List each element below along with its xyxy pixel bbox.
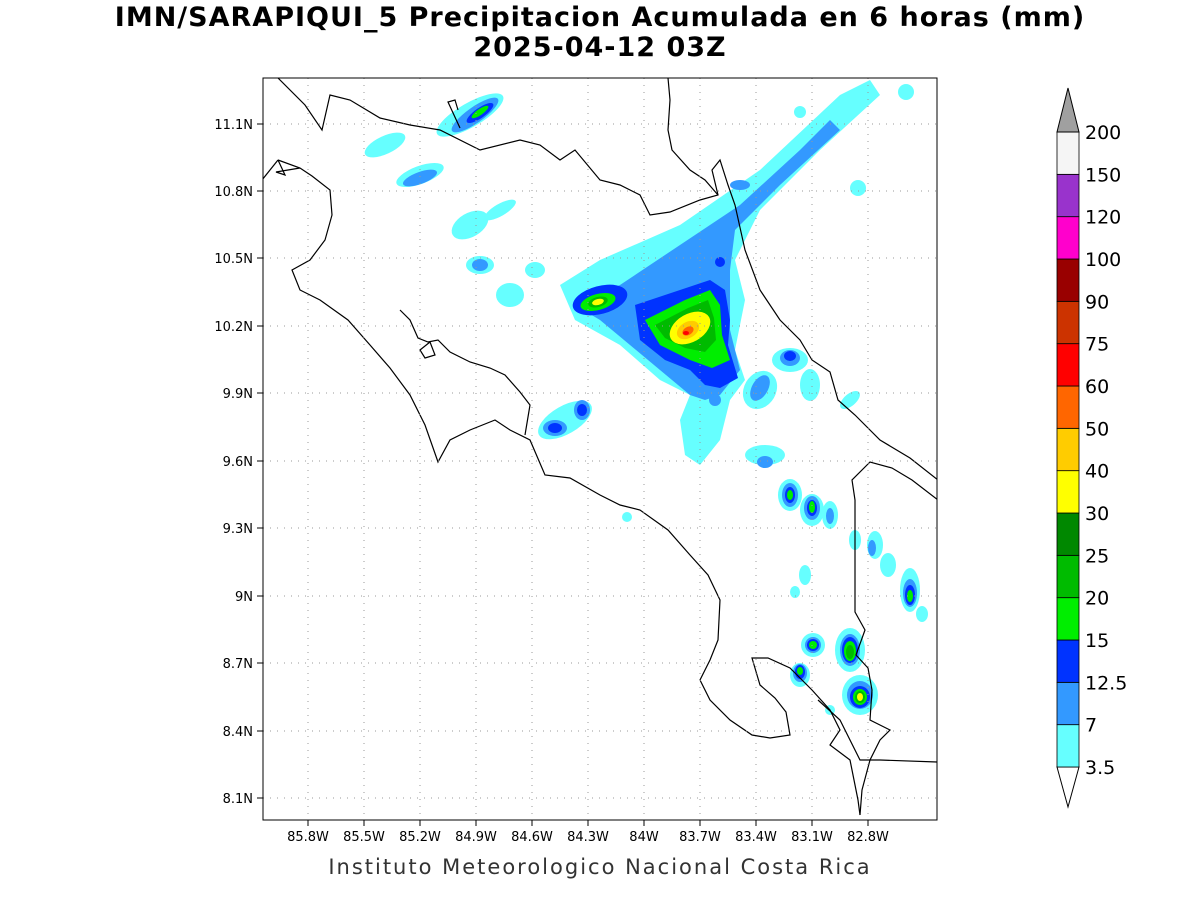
legend-color-band — [1056, 724, 1080, 768]
legend-color-band — [1056, 300, 1080, 345]
lat-tick-label: 8.1N — [223, 792, 253, 807]
lon-tick-label: 83.7W — [679, 830, 721, 845]
lat-tick-label: 9.6N — [223, 455, 253, 470]
legend-color-band — [1056, 385, 1080, 429]
legend-level-label: 20 — [1085, 588, 1109, 610]
legend-color-band — [1056, 597, 1080, 641]
legend-level-label: 60 — [1085, 376, 1109, 398]
legend-color-band — [1056, 639, 1080, 683]
lat-tick-label: 8.7N — [223, 657, 253, 672]
map-title: IMN/SARAPIQUI_5 Precipitacion Acumulada … — [114, 2, 1086, 33]
color-legend: 3.5 7 12.5 15 20 25 30 40 50 60 75 90 100 120 150 200 — [1056, 87, 1127, 809]
lat-tick-label: 11.1N — [214, 118, 253, 133]
lon-tick-label: 84.6W — [511, 830, 553, 845]
legend-color-band — [1056, 512, 1080, 556]
lon-tick-label: 84W — [629, 830, 659, 845]
coastline — [263, 78, 937, 816]
legend-color-band — [1056, 258, 1080, 302]
lon-tick-label: 85.5W — [343, 830, 385, 845]
legend-color-band — [1056, 216, 1080, 260]
legend-level-label: 150 — [1085, 164, 1121, 186]
legend-color-band — [1056, 131, 1080, 175]
legend-level-label: 30 — [1085, 503, 1109, 525]
legend-level-label: 50 — [1085, 418, 1109, 440]
map-frame — [262, 77, 938, 821]
lat-tick-label: 10.5N — [214, 252, 253, 267]
longitude-axis: 85.8W 85.5W 85.2W 84.9W 84.6W 84.3W 84W 83.7W 83… — [287, 820, 889, 845]
lat-tick-label: 9.3N — [223, 522, 253, 537]
legend-level-label: 90 — [1085, 291, 1109, 313]
lat-tick-label: 8.4N — [223, 725, 253, 740]
precipitation-field — [364, 80, 928, 715]
lat-tick-label: 9N — [235, 590, 253, 605]
lon-tick-label: 84.3W — [567, 830, 609, 845]
legend-level-label: 25 — [1085, 545, 1109, 567]
lon-tick-label: 83.4W — [735, 830, 777, 845]
footer-credit: Instituto Meteorologico Nacional Costa R… — [328, 855, 872, 879]
legend-color-band — [1056, 427, 1080, 472]
lon-tick-label: 85.2W — [399, 830, 441, 845]
legend-under-triangle — [1056, 766, 1080, 809]
legend-color-band — [1056, 554, 1080, 599]
lat-tick-label: 10.8N — [214, 185, 253, 200]
lon-tick-label: 82.8W — [847, 830, 889, 845]
legend-color-band — [1056, 343, 1080, 387]
legend-level-label: 12.5 — [1085, 672, 1127, 694]
legend-level-label: 120 — [1085, 207, 1121, 229]
map-gridlines — [263, 78, 937, 820]
legend-color-band — [1056, 173, 1080, 218]
map-subtitle-date: 2025-04-12 03Z — [473, 32, 727, 63]
lon-tick-label: 84.9W — [455, 830, 497, 845]
legend-color-band — [1056, 681, 1080, 726]
legend-level-label: 15 — [1085, 630, 1109, 652]
legend-level-label: 3.5 — [1085, 757, 1115, 779]
lat-tick-label: 9.9N — [223, 387, 253, 402]
legend-level-label: 200 — [1085, 122, 1121, 144]
lon-tick-label: 83.1W — [791, 830, 833, 845]
legend-level-label: 40 — [1085, 461, 1109, 483]
lat-tick-label: 10.2N — [214, 320, 253, 335]
legend-level-label: 75 — [1085, 334, 1109, 356]
latitude-axis: 11.1N 10.8N 10.5N 10.2N 9.9N 9.6N 9.3N 9N 8.7N 8.… — [214, 118, 263, 807]
legend-color-band — [1056, 470, 1080, 514]
legend-level-label: 7 — [1085, 715, 1097, 737]
lon-tick-label: 85.8W — [287, 830, 329, 845]
legend-over-triangle — [1056, 87, 1080, 133]
legend-level-label: 100 — [1085, 249, 1121, 271]
